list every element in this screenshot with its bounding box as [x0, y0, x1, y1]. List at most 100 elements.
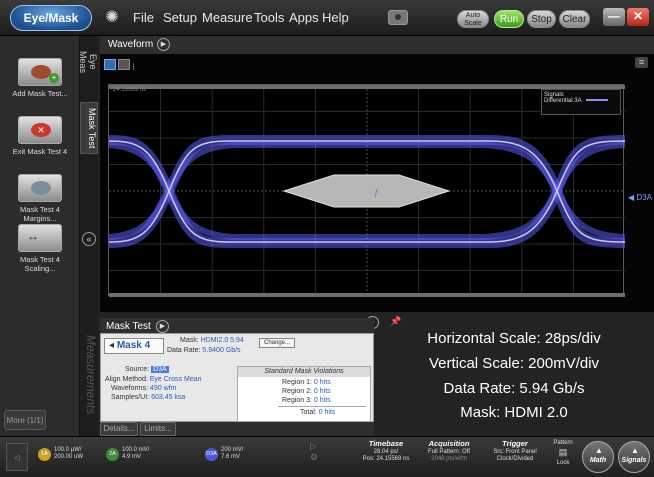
menu-help[interactable]: Help	[322, 10, 349, 25]
menu-file[interactable]: File	[133, 10, 154, 25]
timebase-position: Pos: 24.15569 ns	[362, 456, 410, 462]
timebase-title: Timebase	[368, 439, 404, 448]
pattern-sub: Lock	[556, 460, 570, 466]
channel-1a[interactable]: 1A100.0 µW/200.00 uW	[38, 447, 83, 461]
chevron-left-icon: ◂	[109, 340, 115, 351]
menu-icon[interactable]: ≡	[635, 57, 648, 68]
region-label: Region 3:	[282, 397, 312, 404]
limits-button[interactable]: Limits...	[140, 422, 176, 436]
camera-icon[interactable]	[388, 10, 408, 25]
region-value: 0 hits	[313, 397, 331, 404]
collapse-left-icon[interactable]: «	[82, 232, 96, 246]
mask-selector-value: Mask 4	[116, 340, 151, 351]
channel-badge: D3A	[205, 447, 218, 461]
auto-scale-button[interactable]: Auto Scale	[457, 10, 489, 28]
more-tools-icon[interactable]: ⁝	[132, 62, 136, 73]
scroll-right-icon[interactable]: ▷ ⚙	[310, 441, 319, 462]
add-mask-icon: +	[18, 58, 62, 86]
waveform-play-icon[interactable]: ▶	[157, 38, 170, 51]
svg-text:f: f	[375, 188, 379, 197]
channel-marker-label: D3A	[636, 193, 652, 202]
waveform-title: Waveform	[108, 39, 154, 50]
mask-scaling-button[interactable]: ↔ Mask Test 4 Scaling...	[4, 224, 76, 273]
menu-tools[interactable]: Tools	[254, 10, 285, 25]
mask-play-icon[interactable]: ▶	[156, 320, 169, 333]
minimize-button[interactable]: —	[603, 8, 625, 26]
tab-measurements[interactable]: Measurements	[84, 335, 98, 415]
math-button[interactable]: Math	[582, 441, 614, 473]
waveform-toolbar: ⁝	[104, 57, 135, 75]
annotation-mask: Mask: HDMI 2.0	[460, 404, 568, 421]
waveforms-label: Waveforms:	[111, 385, 149, 392]
total-label: Total:	[300, 409, 317, 416]
time-position-label: 24.15569 ns	[113, 87, 147, 93]
region-value: 0 hits	[313, 379, 331, 386]
left-sidebar: + Add Mask Test... ✕ Exit Mask Test 4 Ma…	[0, 36, 80, 436]
close-button[interactable]: ✕	[627, 8, 649, 26]
channel-offset: 200.00 uW	[54, 454, 84, 460]
mask-test-panel: Mask Test ▶ ◂ Mask 4 Mask: HDMI2.0 5.94 …	[100, 318, 374, 436]
channel-badge: 2A	[106, 447, 119, 461]
exit-mask-test-button[interactable]: ✕ Exit Mask Test 4	[4, 116, 76, 156]
data-rate-row: Data Rate: 5.9400 Gb/s	[167, 347, 241, 354]
region-row: Region 3: 0 hits	[282, 397, 331, 404]
sidebar-item-label: Exit Mask Test 4	[12, 147, 68, 156]
signals-legend: Signals Differential 3A	[541, 89, 621, 115]
sidebar-item-label: Mask Test 4 Scaling...	[20, 255, 60, 273]
samples-value: 603.45 ksa	[151, 394, 186, 401]
legend-entry: Differential 3A	[544, 98, 582, 104]
details-button[interactable]: Details...	[100, 422, 138, 436]
scaling-icon: ↔	[18, 224, 62, 252]
region-value: 0 hits	[313, 388, 331, 395]
mask-margins-button[interactable]: Mask Test 4 Margins...	[4, 174, 76, 223]
trigger-title: Trigger	[502, 439, 528, 448]
clear-button[interactable]: Clear	[559, 10, 590, 28]
timebase-status[interactable]: Timebase 28.04 ps/Pos: 24.15569 ns	[355, 439, 417, 463]
annotation-data-rate: Data Rate: 5.94 Gb/s	[443, 380, 585, 397]
channel-2a[interactable]: 2A100.0 mV/4.9 mV	[106, 447, 149, 461]
menu-measure[interactable]: Measure	[202, 10, 253, 25]
mask-selector[interactable]: ◂ Mask 4	[104, 338, 164, 354]
channel-scale: 100.0 µW/	[54, 447, 82, 453]
signals-button[interactable]: Signals	[618, 441, 650, 473]
total-row: Total: 0 hits	[300, 409, 335, 416]
channel-scale: 200 mV/	[221, 447, 244, 453]
channel-offset: 7.6 mV	[221, 454, 241, 460]
eye-diagram-plot: f 24.15569 ns Signals Differential 3A	[108, 84, 625, 297]
eye-mask-mode-button[interactable]: Eye/Mask	[10, 5, 92, 31]
region-label: Region 2:	[282, 388, 312, 395]
waveforms-row: Waveforms: 490 wfm	[111, 385, 177, 392]
stop-button[interactable]: Stop	[527, 10, 556, 28]
sidebar-item-label: Add Mask Test...	[12, 89, 68, 98]
violations-table: Standard Mask Violations Region 1: 0 hit…	[237, 366, 371, 422]
pin-icon[interactable]: 📌	[390, 316, 402, 326]
tab-eye-meas[interactable]: Eye Meas	[78, 50, 98, 73]
region-row: Region 2: 0 hits	[282, 388, 331, 395]
more-button[interactable]: More (1/1)	[4, 410, 46, 430]
menu-setup[interactable]: Setup	[163, 10, 197, 25]
mask-value: HDMI2.0 5.94	[200, 337, 244, 344]
channel-d3a[interactable]: D3A200 mV/7.6 mV	[205, 447, 243, 461]
legend-swatch	[585, 99, 608, 102]
change-button[interactable]: Change...	[259, 338, 295, 348]
samples-label: Samples/UI:	[111, 394, 150, 401]
legend-title: Signals	[544, 92, 564, 98]
acquisition-status[interactable]: Acquisition Full Pattern: Off 2048 pts/wfm	[418, 439, 480, 463]
zoom-tool-icon[interactable]	[118, 59, 130, 70]
align-row: Align Method: Eye Cross Mean	[105, 376, 202, 383]
tab-mask-test[interactable]: Mask Test	[80, 102, 98, 154]
scroll-left-icon[interactable]: ◁	[6, 443, 28, 471]
waveforms-value: 490 wfm	[150, 385, 177, 392]
select-tool-icon[interactable]	[104, 59, 116, 70]
run-button[interactable]: Run	[494, 10, 524, 28]
channel-marker[interactable]: ◀ D3A	[628, 193, 652, 202]
annotation-horizontal-scale: Horizontal Scale: 28ps/div	[427, 330, 601, 347]
total-value: 0 hits	[318, 409, 336, 416]
mask-label: Mask:	[180, 337, 199, 344]
add-mask-test-button[interactable]: + Add Mask Test...	[4, 58, 76, 98]
trigger-status[interactable]: Trigger Src: Front Panel Clock/Divided	[484, 439, 546, 463]
pattern-lock[interactable]: Pattern ▤ Lock	[552, 439, 574, 468]
trigger-mode: Clock/Divided	[496, 456, 534, 462]
menu-apps[interactable]: Apps	[289, 10, 319, 25]
brightness-icon[interactable]: ✺	[105, 9, 119, 26]
